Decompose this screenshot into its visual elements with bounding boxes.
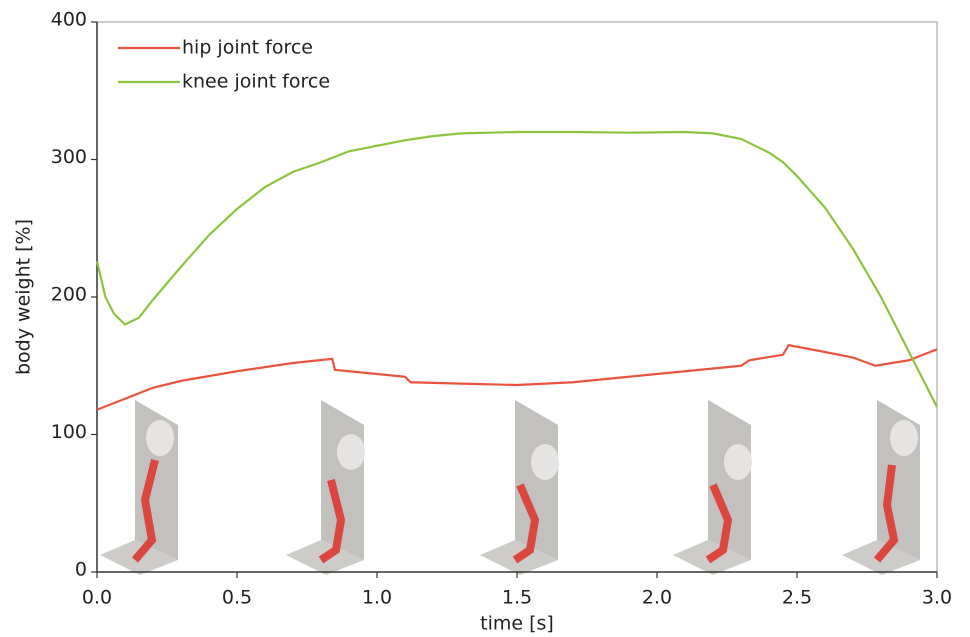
x-tick-label: 1.5 bbox=[502, 587, 532, 609]
x-tick-label: 1.0 bbox=[362, 587, 392, 609]
skeleton-illustrations bbox=[100, 400, 920, 575]
series-line bbox=[95, 130, 938, 408]
y-tick-label: 400 bbox=[51, 9, 87, 31]
illustration bbox=[673, 400, 752, 575]
x-tick-label: 0.5 bbox=[222, 587, 252, 609]
x-axis-label: time [s] bbox=[480, 613, 554, 635]
legend-label: hip joint force bbox=[182, 37, 313, 59]
x-tick-label: 0.0 bbox=[82, 587, 112, 609]
legend-label: knee joint force bbox=[182, 71, 330, 93]
y-tick-label: 100 bbox=[51, 421, 87, 443]
illustration bbox=[480, 400, 559, 575]
y-tick-label: 300 bbox=[51, 146, 87, 168]
illustration bbox=[100, 400, 178, 575]
y-tick-label: 0 bbox=[75, 559, 87, 581]
series-line bbox=[96, 343, 938, 411]
illustration bbox=[842, 400, 920, 575]
illustration bbox=[286, 400, 365, 575]
x-tick-label: 3.0 bbox=[922, 587, 952, 609]
y-tick-label: 200 bbox=[51, 284, 87, 306]
y-axis-label: body weight [%] bbox=[13, 219, 35, 375]
x-tick-label: 2.0 bbox=[642, 587, 672, 609]
x-tick-label: 2.5 bbox=[782, 587, 812, 609]
